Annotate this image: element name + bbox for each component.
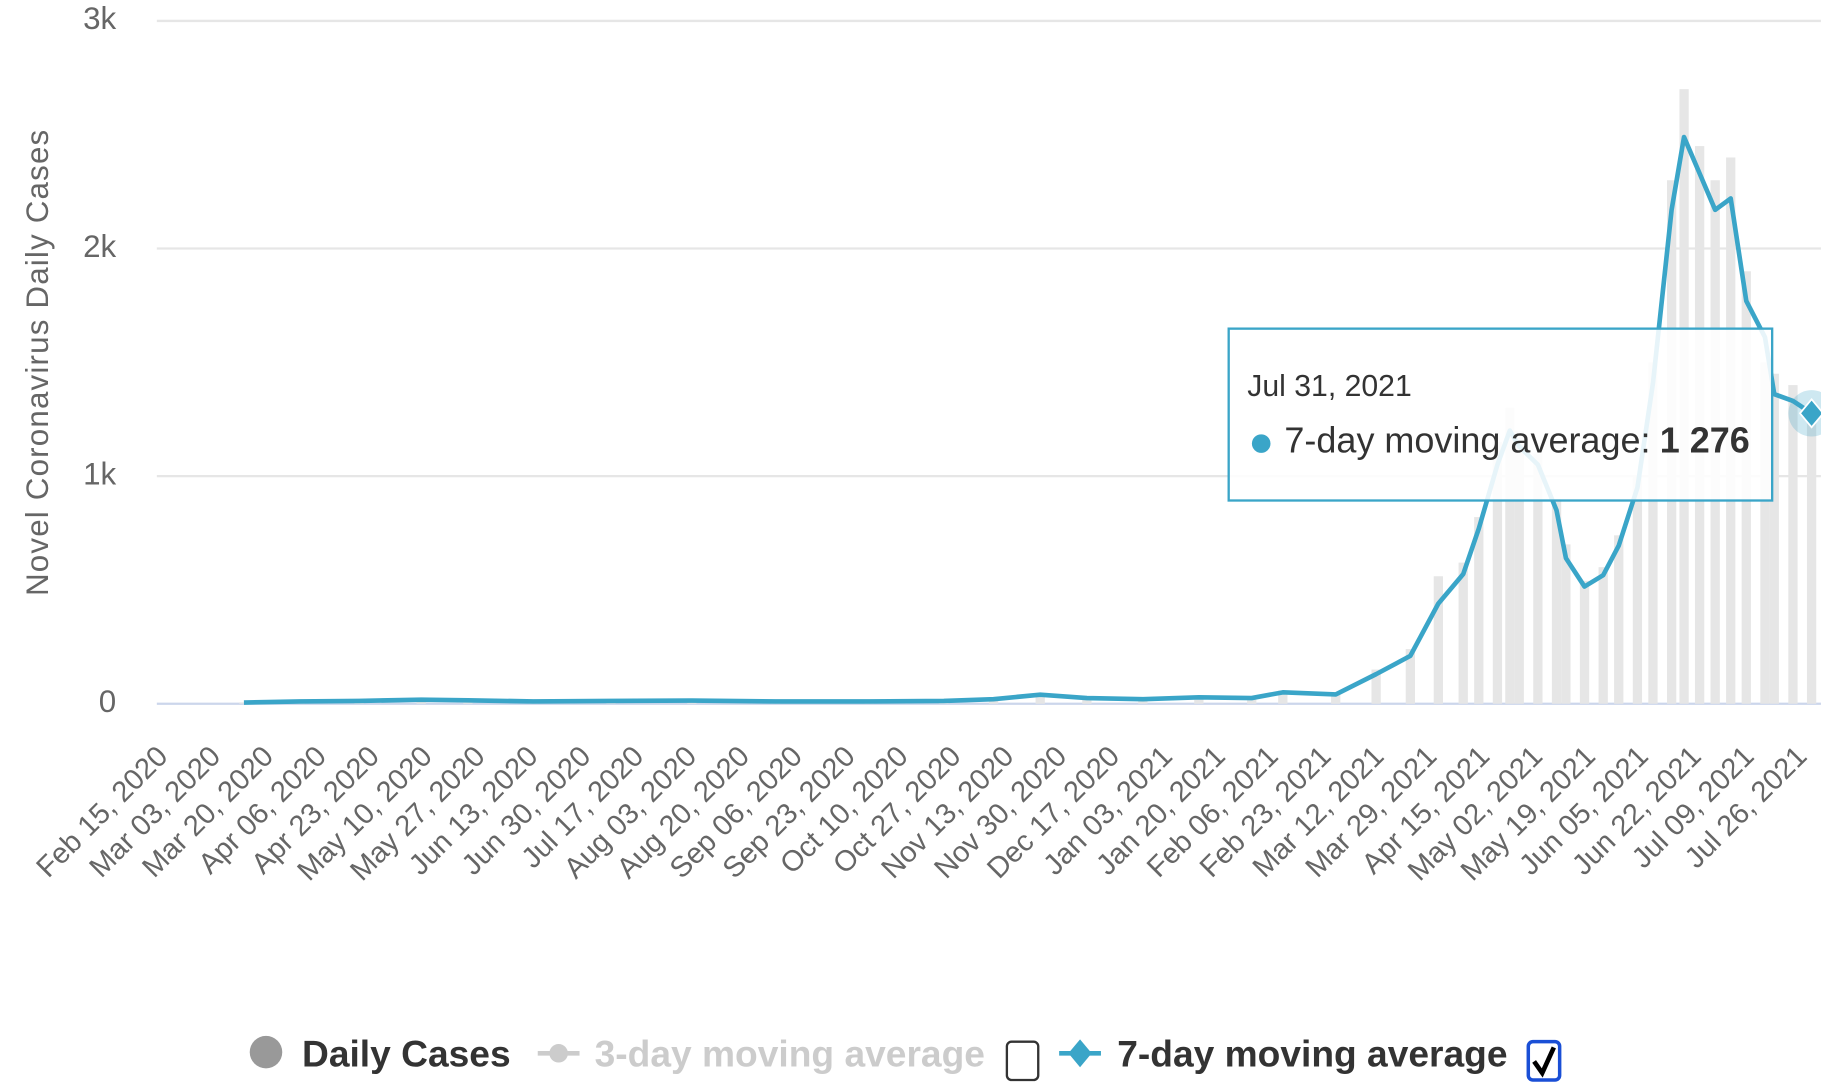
y-axis-title: Novel Coronavirus Daily Cases bbox=[20, 129, 55, 596]
bar bbox=[1788, 385, 1798, 704]
y-tick-label: 0 bbox=[99, 684, 116, 719]
bar bbox=[1598, 567, 1608, 704]
hover-marker bbox=[1798, 398, 1821, 429]
bar bbox=[1278, 690, 1288, 704]
legend-symbol bbox=[1068, 1039, 1092, 1068]
bar bbox=[1247, 697, 1257, 704]
bar bbox=[1514, 430, 1524, 704]
bar bbox=[1194, 696, 1204, 704]
bar bbox=[1035, 693, 1045, 704]
bar bbox=[1769, 373, 1779, 704]
y-tick-label: 2k bbox=[83, 229, 116, 264]
y-tick-label: 3k bbox=[83, 1, 116, 36]
legend-symbol bbox=[249, 1035, 283, 1069]
bar bbox=[1806, 407, 1817, 704]
bar bbox=[1458, 562, 1468, 704]
tooltip-label: 7-day moving average: bbox=[1284, 419, 1650, 460]
line-series bbox=[243, 134, 1813, 705]
bar bbox=[1474, 517, 1484, 704]
bar bbox=[1492, 441, 1503, 704]
tooltip-box bbox=[1227, 327, 1774, 502]
bar bbox=[1371, 669, 1381, 704]
legend-symbol bbox=[549, 1043, 568, 1063]
bar bbox=[1505, 407, 1515, 704]
bar bbox=[1405, 649, 1415, 704]
checkbox[interactable] bbox=[1005, 1040, 1040, 1082]
bar bbox=[1632, 476, 1643, 704]
bar bbox=[1614, 535, 1624, 704]
bar bbox=[1331, 693, 1341, 704]
bar bbox=[1579, 580, 1590, 704]
bar bbox=[1082, 697, 1092, 704]
tooltip-series: 7-day moving average: 1 276 bbox=[1284, 419, 1749, 460]
bar bbox=[1533, 453, 1543, 704]
bar bbox=[1648, 362, 1658, 704]
legend-label[interactable]: 3-day moving average bbox=[595, 1033, 985, 1075]
tooltip-date: Jul 31, 2021 bbox=[1247, 370, 1411, 403]
legend-label[interactable]: Daily Cases bbox=[302, 1033, 511, 1075]
y-tick-label: 1k bbox=[83, 456, 116, 491]
bar bbox=[1433, 576, 1443, 704]
bar bbox=[1561, 544, 1571, 704]
tooltip-value: 1 276 bbox=[1660, 419, 1750, 460]
tooltip-dot bbox=[1251, 434, 1271, 453]
legend-label[interactable]: 7-day moving average bbox=[1117, 1033, 1507, 1075]
bar bbox=[1551, 498, 1562, 704]
bar bbox=[1760, 362, 1770, 704]
bar bbox=[239, 702, 249, 704]
checkmark bbox=[1532, 1046, 1556, 1078]
tooltip: Jul 31, 2021 7-day moving average: 1 276 bbox=[1227, 327, 1774, 502]
